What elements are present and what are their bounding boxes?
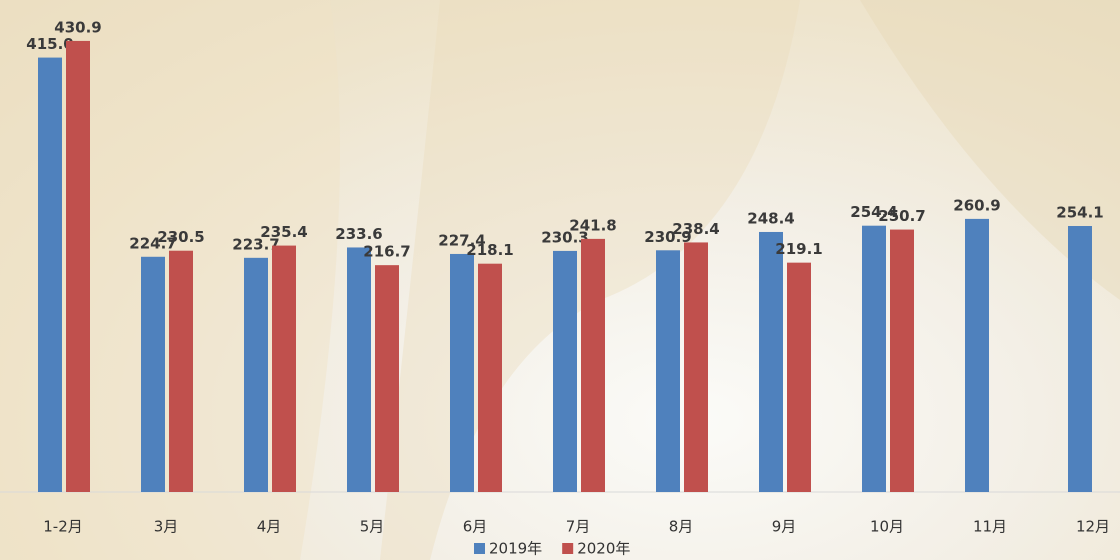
legend-label: 2019年: [489, 540, 542, 558]
bar: [450, 253, 474, 492]
bar: [862, 225, 886, 493]
data-label: 219.1: [775, 240, 822, 258]
bar: [66, 40, 90, 493]
x-tick-label: 11月: [973, 518, 1007, 536]
data-label: 238.4: [672, 220, 719, 238]
data-label: 224.7: [129, 234, 176, 252]
x-tick-label: 6月: [463, 518, 488, 536]
data-label: 230.3: [541, 228, 588, 246]
x-tick-label: 3月: [154, 518, 179, 536]
data-label: 223.7: [232, 235, 279, 253]
data-label: 230.9: [644, 228, 691, 246]
bar: [478, 263, 502, 492]
legend-swatch: [562, 543, 574, 554]
bar: [787, 262, 811, 492]
x-tick-label: 4月: [257, 518, 282, 536]
bar: [244, 257, 268, 492]
data-label: 430.9: [54, 18, 101, 36]
bar: [38, 57, 62, 493]
bar: [272, 245, 296, 492]
data-label: 227.4: [438, 231, 485, 249]
x-tick-label: 10月: [870, 518, 904, 536]
x-tick-label: 7月: [566, 518, 591, 536]
x-tick-label: 5月: [360, 518, 385, 536]
x-tick-label: 1-2月: [43, 518, 83, 536]
data-label: 250.7: [878, 207, 925, 225]
bar: [656, 250, 680, 492]
legend-label: 2020年: [577, 540, 630, 558]
x-tick-label: 9月: [772, 518, 797, 536]
data-label: 218.1: [466, 241, 513, 259]
bar: [581, 238, 605, 492]
bar: [759, 231, 783, 492]
data-label: 233.6: [335, 225, 382, 243]
legend-swatch: [474, 543, 485, 554]
bar: [141, 256, 165, 492]
bar: [1068, 226, 1092, 492]
data-label: 248.4: [747, 209, 794, 227]
bar: [347, 247, 371, 492]
data-label: 254.1: [1056, 204, 1103, 222]
bar: [553, 250, 577, 492]
data-label: 260.9: [953, 196, 1000, 214]
background-shape: [860, 0, 1120, 300]
data-label: 230.5: [157, 228, 204, 246]
x-tick-label: 12月: [1076, 518, 1110, 536]
bar: [684, 242, 708, 492]
bar: [965, 218, 989, 492]
data-label: 235.4: [260, 223, 307, 241]
data-label: 241.8: [569, 216, 616, 234]
bar: [169, 250, 193, 492]
x-tick-label: 8月: [669, 518, 694, 536]
data-label: 415.0: [26, 35, 73, 53]
data-label: 216.7: [363, 243, 410, 261]
bar: [890, 229, 914, 492]
data-label: 254.4: [850, 203, 897, 221]
bar: [375, 265, 399, 492]
